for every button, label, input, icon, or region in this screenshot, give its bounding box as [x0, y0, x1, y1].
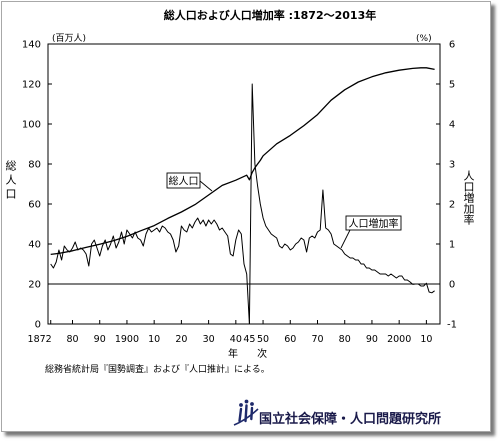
x-axis-tick-label: 10: [420, 334, 432, 345]
left-axis-tick-label: 80: [28, 160, 41, 171]
x-axis-tick-label: 80: [66, 334, 78, 345]
x-axis-tick-label: 20: [175, 334, 187, 345]
chart-title: 総人口および人口増加率 :1872～2013年: [164, 8, 376, 22]
right-axis-tick-label: 1: [449, 240, 455, 251]
x-axis-tick-label: 1900: [115, 334, 139, 345]
x-axis-tick-label: 80: [339, 334, 351, 345]
x-axis-tick-label: 50: [257, 334, 269, 345]
left-axis-tick-label: 120: [22, 80, 41, 91]
left-axis-tick-label: 40: [28, 240, 41, 251]
growth-rate-annotation-label: 人口増加率: [349, 217, 399, 230]
x-axis-tick-label: 60: [284, 334, 296, 345]
x-axis-tick-label: 10: [148, 334, 160, 345]
left-axis-title: 総人口: [4, 160, 17, 202]
right-axis-tick-label: -1: [447, 320, 457, 331]
left-axis-tick-label: 0: [35, 320, 41, 331]
population-annotation-leader: [199, 180, 213, 192]
x-axis-tick-label: 40: [230, 334, 242, 345]
series-group: [50, 67, 435, 324]
left-axis-tick-label: 140: [22, 40, 41, 51]
right-axis-tick-label: 4: [449, 120, 455, 131]
ipss-logo-icon: [233, 399, 259, 426]
right-axis-title: 人口増加率: [462, 170, 475, 225]
x-axis-tick-label: 90: [94, 334, 106, 345]
left-axis-tick-label: 20: [28, 280, 41, 291]
source-note: 総務省統計局『国勢調査』および『人口推計』による。: [45, 363, 270, 375]
left-axis-tick-label: 100: [22, 120, 41, 131]
right-axis-tick-label: 0: [449, 280, 455, 291]
left-axis-unit: (百万人): [52, 33, 86, 44]
x-axis-tick-label: 45: [243, 334, 255, 345]
right-axis-unit: (%): [416, 34, 432, 44]
left-axis-tick-label: 60: [28, 200, 41, 211]
x-axis-tick-label: 90: [366, 334, 378, 345]
population-annotation-box: [166, 172, 201, 189]
growth-rate-line: [50, 83, 435, 324]
right-axis: -1 0 1 2 3 4 5 6: [436, 40, 457, 331]
x-axis-tick-label: 30: [203, 334, 215, 345]
x-axis-tick-label: 1872: [28, 334, 52, 345]
right-axis-tick-label: 2: [449, 200, 455, 211]
plot-frame: [47, 43, 441, 325]
right-axis-tick-label: 3: [449, 160, 455, 171]
x-axis-title: 年 次: [228, 347, 275, 360]
organization-name: 国立社会保障・人口問題研究所: [259, 411, 441, 427]
growth-rate-annotation-box: [345, 215, 402, 231]
right-axis-tick-label: 6: [449, 40, 455, 51]
growth-rate-annotation-leader: [340, 229, 351, 249]
x-axis: 1872 80 90 1900 10 20 30 40 45 50 60 70 80 90 2000 10: [28, 320, 432, 345]
right-axis-tick-label: 5: [449, 80, 455, 91]
x-axis-tick-label: 2000: [387, 334, 411, 345]
x-axis-tick-label: 70: [311, 334, 323, 345]
population-line: [50, 67, 435, 256]
population-annotation-label: 総人口: [169, 175, 199, 188]
left-axis: 0 20 40 60 80 100 120 140: [22, 40, 52, 331]
figure-frame: [1, 1, 491, 432]
